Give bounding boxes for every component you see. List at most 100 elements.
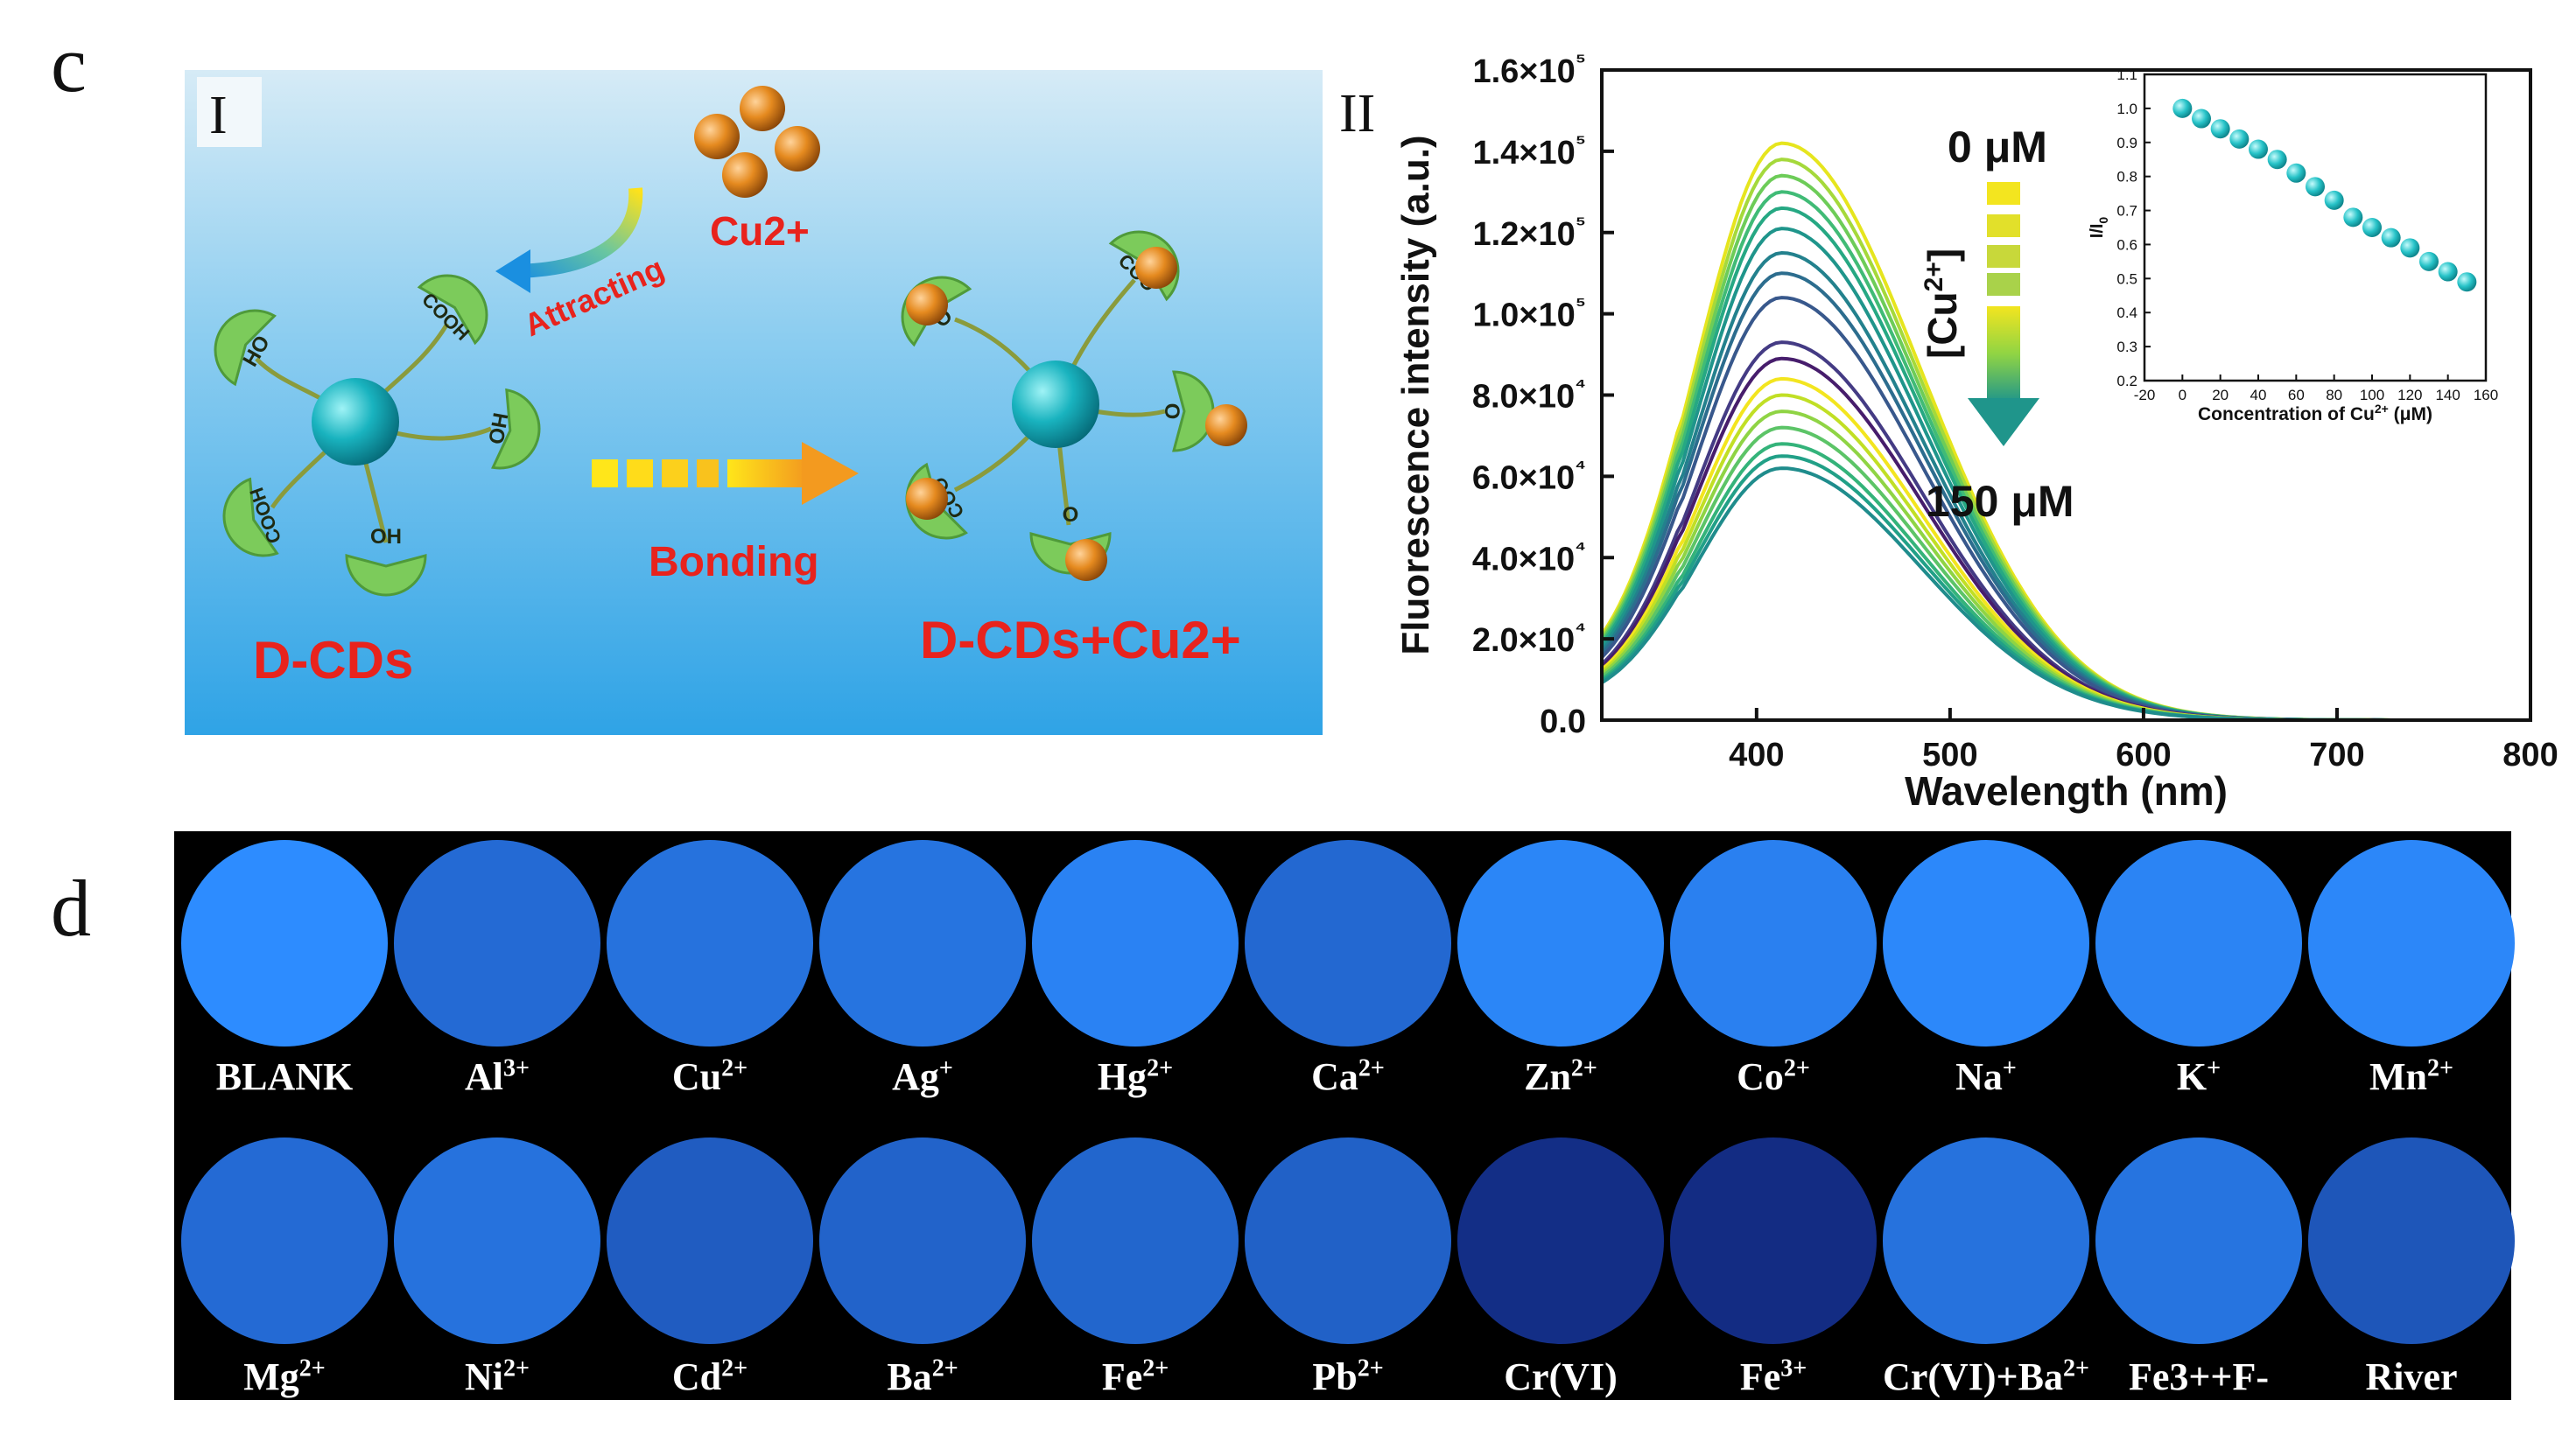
plate-well (1457, 1138, 1664, 1344)
y-tick-label: 8.0×10⁴ (1472, 373, 1586, 416)
concentration-gradient-bar (1987, 214, 2020, 237)
x-axis-label: Wavelength (nm) (1905, 768, 2228, 814)
plate-label: Ag+ (892, 1054, 953, 1098)
bonding-arrow (592, 442, 859, 505)
left-core (312, 378, 399, 466)
annotation-top: 0 μM (1948, 122, 2047, 172)
inset-data-point (2343, 207, 2363, 228)
inset-y-tick-label: 0.3 (2116, 339, 2137, 355)
x-tick-label: 500 (1922, 737, 1977, 774)
plate-label: Al3+ (465, 1054, 530, 1098)
concentration-arrow-head (1968, 398, 2039, 446)
y-tick-label: 6.0×10⁴ (1472, 453, 1586, 496)
inset-data-point (2457, 272, 2477, 292)
y-tick-label: 2.0×10⁴ (1472, 616, 1586, 659)
inset-x-tick-label: 60 (2288, 387, 2305, 403)
inset-chart: 0.2 0.3 0.4 0.5 0.6 0.7 0.8 0.9 1.0 1.1 -20 0 20 40 60… (2088, 66, 2498, 424)
plate-label: Cd2+ (671, 1354, 748, 1398)
concentration-gradient-bar (1987, 273, 2020, 296)
plate-well (394, 1138, 600, 1344)
concentration-gradient-bar (1987, 182, 2020, 205)
concentration-arrow-shaft (1987, 306, 2020, 402)
plate-label: Fe3++F- (2128, 1355, 2270, 1398)
y-tick-label: 1.2×10⁵ (1472, 210, 1586, 253)
y-tick-label: 4.0×10⁴ (1472, 535, 1586, 578)
inset-x-tick-label: 100 (2360, 387, 2384, 403)
y-tick-label: 0.0 (1540, 704, 1586, 740)
plate-label: Cu2+ (671, 1054, 748, 1098)
left-label: D-CDs (253, 631, 413, 690)
plate-well (1032, 840, 1239, 1046)
inset-x-axis-label: Concentration of Cu2+ (μM) (2198, 402, 2432, 424)
bound-copper-ions (906, 247, 1247, 581)
inset-x-tick-label: -20 (2134, 387, 2156, 403)
plate-label: K+ (2176, 1054, 2222, 1098)
inset-frame (2143, 73, 2488, 382)
inset-y-tick-label: 0.2 (2116, 373, 2137, 389)
inset-data-point (2324, 190, 2344, 210)
plate-label: Ba2+ (887, 1354, 958, 1398)
plate-well (1670, 840, 1877, 1046)
inset-data-point (2400, 238, 2420, 258)
x-tick-label: 700 (2309, 737, 2364, 774)
svg-text:HO: HO (483, 410, 512, 445)
inset-data-point (2306, 177, 2325, 197)
inset-y-tick-label: 1.0 (2116, 101, 2137, 117)
binding-schematic: I HO COOH HO COOH OH Cu2+ Attracting (185, 70, 1323, 735)
inset-x-tick-label: 40 (2250, 387, 2267, 403)
plate-well (1883, 1138, 2089, 1344)
right-label: D-CDs+Cu2+ (920, 611, 1241, 669)
inset-x-tick-label: 120 (2397, 387, 2422, 403)
concentration-gradient-bar (1987, 245, 2020, 268)
plate-well (1245, 1138, 1451, 1344)
free-copper-ions (694, 86, 820, 198)
plate-well (2095, 840, 2302, 1046)
plate-label: Ca2+ (1311, 1054, 1385, 1098)
plate-label: Cr(VI) (1504, 1355, 1618, 1398)
plate-well (819, 840, 1026, 1046)
y-tick-label: 1.4×10⁵ (1472, 129, 1586, 172)
spectra-svg: 0.0 2.0×10⁴ 4.0×10⁴ 6.0×10⁴ 8.0×10⁴ 1.0×10⁵ 1.… (1394, 47, 2558, 814)
plate-label: Mg2+ (243, 1354, 326, 1398)
panel-c-letter: c (51, 19, 87, 108)
part-I-label: I (209, 86, 228, 145)
attracting-arrow (508, 187, 643, 278)
plate-well (819, 1138, 1026, 1344)
plate-well (2095, 1138, 2302, 1344)
part-II-label: II (1339, 84, 1376, 144)
plate-label: Zn2+ (1524, 1054, 1597, 1098)
inset-x-tick-label: 140 (2435, 387, 2460, 403)
inset-y-tick-label: 0.5 (2116, 270, 2137, 287)
plate-label: Pb2+ (1312, 1354, 1384, 1398)
inset-data-point (2192, 108, 2211, 129)
plate-label: BLANK (215, 1055, 354, 1098)
inset-y-tick-label: 0.9 (2116, 135, 2137, 151)
plate-well (181, 1138, 388, 1344)
annotation-bottom: 150 μM (1926, 477, 2074, 526)
fluorescence-spectra-chart: 0.0 2.0×10⁴ 4.0×10⁴ 6.0×10⁴ 8.0×10⁴ 1.0×10⁵ 1.… (1383, 26, 2576, 831)
inset-data-point (2286, 163, 2306, 183)
plate-well (1032, 1138, 1239, 1344)
plate-label: Fe2+ (1101, 1354, 1169, 1398)
x-tick-label: 800 (2502, 737, 2558, 774)
svg-text:OH: OH (370, 525, 402, 549)
plate-label: Ni2+ (465, 1354, 530, 1398)
y-tick-label: 1.0×10⁵ (1472, 291, 1586, 334)
inset-data-point (2172, 98, 2193, 118)
inset-data-point (2210, 119, 2230, 139)
inset-data-point (2249, 139, 2268, 159)
inset-y-tick-label: 0.4 (2116, 304, 2137, 321)
plate-well (394, 840, 600, 1046)
spectra-annotations: 0 μM 150 μM [Cu2+] (1920, 122, 2074, 526)
inset-x-tick-label: 80 (2326, 387, 2342, 403)
x-tick-label: 600 (2116, 737, 2171, 774)
inset-y-tick-label: 0.6 (2116, 236, 2137, 253)
plate-well (607, 1138, 813, 1344)
inset-y-tick-label: 0.7 (2116, 203, 2137, 220)
plate-label: River (2365, 1355, 2458, 1398)
x-tick-label: 400 (1729, 737, 1784, 774)
plate-well (1670, 1138, 1877, 1344)
inset-y-axis-label: I/I0 (2088, 217, 2110, 239)
plate-well (1883, 840, 2089, 1046)
right-core (1012, 360, 1099, 448)
